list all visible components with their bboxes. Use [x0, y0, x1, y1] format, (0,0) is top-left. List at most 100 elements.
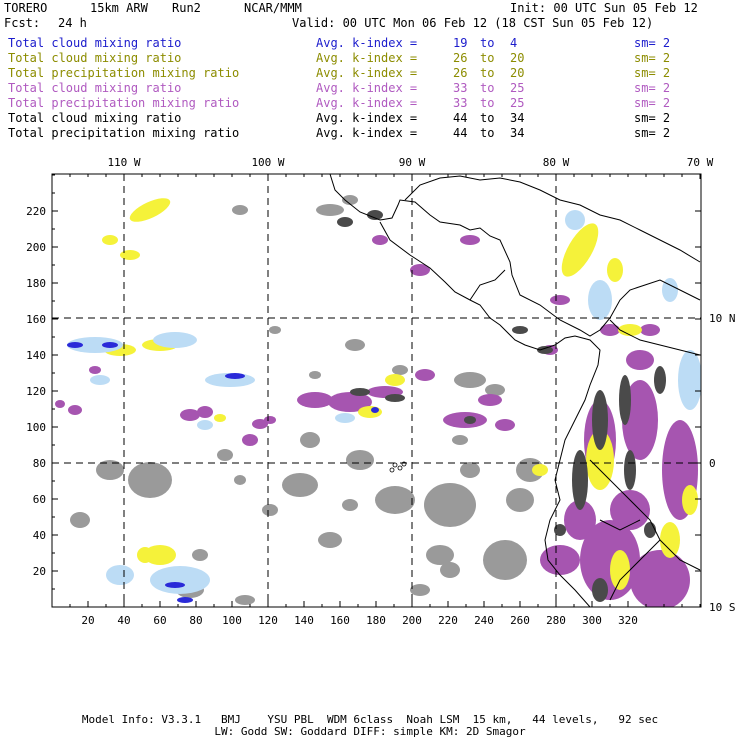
- precip-purple-area: [328, 392, 372, 412]
- cloud-dark-core: [367, 210, 383, 220]
- cloud-dark-core: [572, 450, 588, 510]
- forecast-label: Fcst:: [4, 16, 41, 30]
- cloud-dark-core: [619, 375, 631, 425]
- precip-purple-area: [640, 324, 660, 336]
- legend-smoothing: sm= 2: [634, 96, 671, 110]
- coastline: [589, 459, 661, 601]
- precip-purple-area: [415, 369, 435, 381]
- x-tick-label: 240: [474, 614, 494, 627]
- legend-kindex-high: 44: [453, 111, 468, 125]
- precip-purple-area: [580, 520, 640, 600]
- x-tick-label: 260: [510, 614, 530, 627]
- precip-purple-area: [478, 394, 502, 406]
- cloud-lightblue-area: [588, 280, 612, 320]
- cloud-gray-area: [300, 432, 320, 448]
- precip-purple-area: [197, 406, 213, 418]
- y-tick-label: 100: [26, 421, 46, 434]
- cloud-yellow-area: [144, 545, 176, 565]
- cloud-gray-area: [375, 486, 415, 514]
- cloud-gray-area: [440, 562, 460, 578]
- model-info-line: Model Info: V3.3.1 BMJ YSU PBL WDM 6clas…: [81, 713, 659, 726]
- run-label: Run2: [172, 1, 201, 15]
- precip-purple-area: [372, 235, 388, 245]
- cloud-yellow-area: [358, 406, 382, 418]
- legend-kindex-label: Avg. k-index =: [316, 81, 418, 95]
- legend-field-name: Total cloud mixing ratio: [8, 51, 182, 65]
- cloud-gray-area: [232, 205, 248, 215]
- cloud-gray-area: [516, 458, 544, 482]
- cloud-yellow-area: [610, 550, 630, 590]
- init-time: Init: 00 UTC Sun 05 Feb 12: [510, 1, 698, 15]
- cloud-yellow-area: [618, 324, 642, 336]
- legend-kindex-high: 33: [453, 96, 468, 110]
- legend-row: Total cloud mixing ratio Avg. k-index = 19…: [8, 36, 708, 51]
- legend-to: to: [480, 36, 495, 50]
- cloud-dark-core: [350, 388, 370, 396]
- organization-label: NCAR/MMM: [244, 1, 302, 15]
- x-tick-label: 40: [117, 614, 130, 627]
- coastline: [469, 269, 506, 301]
- precip-purple-area: [410, 264, 430, 276]
- x-tick-label: 140: [294, 614, 314, 627]
- legend-kindex-label: Avg. k-index =: [316, 96, 418, 110]
- x-tick-label: 60: [153, 614, 166, 627]
- legend-smoothing: sm= 2: [634, 36, 671, 50]
- x-tick-label: 80: [189, 614, 202, 627]
- cloud-gray-area: [460, 462, 480, 478]
- precip-purple-area: [564, 500, 596, 540]
- cloud-gray-area: [128, 462, 172, 498]
- legend-kindex-label: Avg. k-index =: [316, 36, 418, 50]
- x-tick-label: 220: [438, 614, 458, 627]
- cloud-blue-area: [165, 582, 185, 588]
- legend-field-name: Total precipitation mixing ratio: [8, 96, 240, 110]
- cloud-yellow-area: [532, 464, 548, 476]
- legend-kindex-high: 26: [453, 51, 468, 65]
- precip-purple-area: [264, 416, 276, 424]
- y-tick-label: 20: [33, 565, 46, 578]
- cloud-blue-area: [102, 342, 118, 348]
- cloud-dark-core: [512, 326, 528, 334]
- cloud-gray-area: [192, 549, 208, 561]
- y-tick-label: 180: [26, 277, 46, 290]
- legend-kindex-low: 25: [510, 96, 525, 110]
- legend-row: Total cloud mixing ratio Avg. k-index = 44…: [8, 111, 708, 126]
- legend-smoothing: sm= 2: [634, 126, 671, 140]
- legend-kindex-label: Avg. k-index =: [316, 66, 418, 80]
- model-name: TORERO: [4, 1, 48, 15]
- y-tick-label: 140: [26, 349, 46, 362]
- cloud-lightblue-area: [197, 420, 213, 430]
- cloud-dark-core: [385, 394, 405, 402]
- cloud-lightblue-area: [106, 565, 134, 585]
- galapagos-island: [397, 465, 403, 471]
- legend-to: to: [480, 81, 495, 95]
- cloud-lightblue-area: [662, 278, 678, 302]
- cloud-gray-area: [424, 483, 476, 527]
- legend-smoothing: sm= 2: [634, 81, 671, 95]
- cloud-gray-area: [485, 384, 505, 396]
- legend-to: to: [480, 96, 495, 110]
- cloud-gray-area: [342, 499, 358, 511]
- precip-purple-area: [550, 295, 570, 305]
- cloud-yellow-area: [137, 547, 153, 563]
- x-tick-label: 280: [546, 614, 566, 627]
- precip-purple-area: [626, 350, 654, 370]
- cloud-yellow-area: [586, 430, 614, 490]
- legend-kindex-high: 19: [453, 36, 468, 50]
- y-tick-label: 60: [33, 493, 46, 506]
- legend-kindex-high: 44: [453, 126, 468, 140]
- cloud-gray-area: [452, 435, 468, 445]
- legend-row: Total precipitation mixing ratio Avg. k-i…: [8, 96, 708, 111]
- cloud-gray-area: [318, 532, 342, 548]
- x-tick-label: 160: [330, 614, 350, 627]
- precip-purple-area: [495, 419, 515, 431]
- coastline: [599, 519, 641, 531]
- cloud-yellow-area: [102, 235, 118, 245]
- legend-kindex-label: Avg. k-index =: [316, 111, 418, 125]
- precip-purple-area: [242, 434, 258, 446]
- cloud-lightblue-area: [90, 375, 110, 385]
- x-tick-label: 200: [402, 614, 422, 627]
- precip-purple-area: [89, 366, 101, 374]
- x-tick-label: 320: [618, 614, 638, 627]
- legend-to: to: [480, 51, 495, 65]
- x-tick-label: 20: [81, 614, 94, 627]
